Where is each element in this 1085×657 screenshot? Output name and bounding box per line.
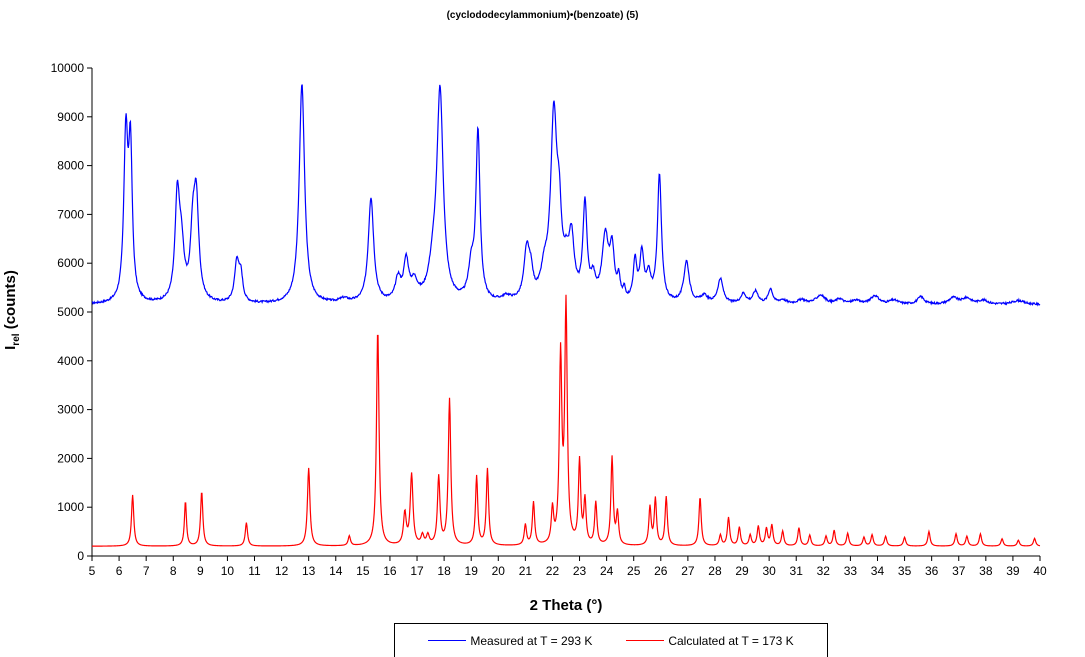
legend-swatch-calculated — [626, 640, 665, 641]
x-tick-label: 13 — [302, 564, 316, 578]
legend-entry-calculated: Calculated at T = 173 K — [626, 633, 794, 648]
y-tick-label: 4000 — [57, 354, 84, 368]
x-tick-label: 20 — [492, 564, 506, 578]
x-tick-label: 38 — [979, 564, 993, 578]
x-tick-label: 9 — [197, 564, 204, 578]
series-line-calculated — [92, 294, 1041, 547]
y-tick-label: 9000 — [57, 110, 84, 124]
legend-label-measured: Measured at T = 293 K — [470, 633, 593, 648]
legend: Measured at T = 293 K Calculated at T = … — [394, 623, 828, 657]
x-tick-label: 22 — [546, 564, 560, 578]
x-tick-label: 5 — [89, 564, 96, 578]
x-tick-label: 8 — [170, 564, 177, 578]
x-tick-label: 21 — [519, 564, 533, 578]
legend-swatch-measured — [428, 640, 467, 641]
legend-entry-measured: Measured at T = 293 K — [428, 634, 592, 648]
x-tick-label: 19 — [465, 564, 479, 578]
x-tick-label: 33 — [844, 564, 858, 578]
x-tick-label: 30 — [762, 564, 776, 578]
x-tick-label: 40 — [1033, 564, 1047, 578]
x-tick-label: 31 — [790, 564, 804, 578]
x-tick-label: 39 — [1006, 564, 1020, 578]
x-tick-label: 10 — [221, 564, 235, 578]
series-line-measured — [91, 84, 1041, 307]
x-tick-label: 25 — [627, 564, 641, 578]
y-tick-label: 7000 — [57, 207, 84, 221]
x-tick-label: 34 — [871, 564, 885, 578]
x-axis-label: 2 Theta (°) — [529, 597, 603, 614]
x-tick-label: 26 — [654, 564, 668, 578]
y-tick-label: 3000 — [57, 403, 84, 417]
x-tick-label: 14 — [329, 564, 343, 578]
x-tick-label: 7 — [143, 564, 150, 578]
chart-title: (cyclododecylammonium)•(benzoate) (5) — [446, 10, 639, 21]
x-tick-label: 32 — [817, 564, 831, 578]
x-tick-label: 24 — [600, 564, 614, 578]
y-tick-label: 10000 — [51, 61, 85, 75]
x-tick-label: 6 — [116, 564, 123, 578]
y-tick-label: 5000 — [57, 305, 84, 319]
x-tick-label: 35 — [898, 564, 912, 578]
y-tick-label: 8000 — [57, 159, 84, 173]
x-tick-label: 28 — [708, 564, 722, 578]
plot-area: 0 1000 2000 3000 4000 5000 6000 7000 8000 9000 100… — [51, 61, 1047, 578]
x-tick-label: 37 — [952, 564, 966, 578]
x-tick-label: 29 — [735, 564, 749, 578]
x-tick-label: 11 — [248, 564, 261, 578]
y-tick-label: 1000 — [57, 500, 84, 514]
y-tick-label: 0 — [77, 549, 84, 563]
x-tick-label: 17 — [410, 564, 424, 578]
x-tick-label: 15 — [356, 564, 370, 578]
x-tick-label: 27 — [681, 564, 695, 578]
x-tick-label: 16 — [383, 564, 397, 578]
x-tick-label: 18 — [437, 564, 451, 578]
y-tick-label: 6000 — [57, 256, 84, 270]
y-tick-label: 2000 — [57, 451, 84, 465]
legend-label-calculated: Calculated at T = 173 K — [668, 633, 794, 648]
x-tick-label: 36 — [925, 564, 939, 578]
x-tick-label: 12 — [275, 564, 289, 578]
x-tick-label: 23 — [573, 564, 587, 578]
